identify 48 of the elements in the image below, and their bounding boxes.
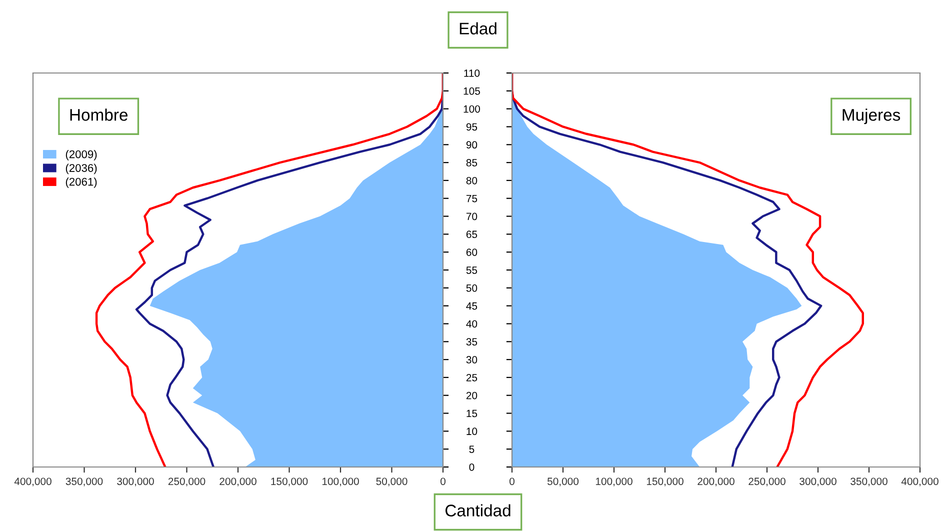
y-tick-label: 55 xyxy=(466,266,478,274)
x-tick-label: 100,000 xyxy=(322,478,359,486)
x-tick-label: 50,000 xyxy=(376,478,408,486)
x-tick-label: 100,000 xyxy=(596,478,632,486)
x-tick-label: 350,000 xyxy=(850,478,888,486)
y-tick-label: 100 xyxy=(464,105,480,113)
x-tick-label: 250,000 xyxy=(748,478,786,486)
x-tick-label: 0 xyxy=(440,478,446,486)
x-tick-label: 400,000 xyxy=(901,478,938,486)
x-tick-label: 50,000 xyxy=(547,478,579,486)
x-tick-label: 0 xyxy=(510,478,514,486)
x-tick-label: 150,000 xyxy=(271,478,308,486)
y-tick-label: 110 xyxy=(464,70,480,77)
y-tick-label: 75 xyxy=(466,194,478,202)
y-tick-label: 95 xyxy=(466,123,478,131)
y-tick-label: 0 xyxy=(469,464,474,471)
y-tick-label: 50 xyxy=(466,284,478,292)
x-tick-label: 400,000 xyxy=(14,478,52,486)
y-tick-label: 20 xyxy=(466,392,478,400)
y-tick-label: 70 xyxy=(466,212,478,220)
x-tick-label: 150,000 xyxy=(646,478,684,486)
y-tick-label: 5 xyxy=(469,446,474,453)
y-tick-label: 40 xyxy=(466,320,478,328)
x-tick-label: 200,000 xyxy=(698,478,734,486)
x-tick-label: 300,000 xyxy=(117,478,154,486)
text: Mujeres xyxy=(842,108,900,124)
x-tick-label: 350,000 xyxy=(66,478,103,486)
y-tick-label: 85 xyxy=(466,159,478,166)
y-tick-label: 90 xyxy=(466,141,478,149)
x-axis-title: Cantidad xyxy=(445,504,510,516)
x-tick-label: 250,000 xyxy=(168,478,206,486)
y-tick-label: 45 xyxy=(466,302,478,310)
y-tick-label: 15 xyxy=(466,410,478,418)
y-tick-label: 105 xyxy=(464,87,480,95)
legend-label: (2036) xyxy=(66,164,97,174)
y-tick-label: 80 xyxy=(466,176,478,184)
x-tick-label: 200,000 xyxy=(220,478,256,486)
y-tick-label: 25 xyxy=(466,374,478,382)
y-tick-label: 65 xyxy=(466,230,478,238)
legend-label: (2061) xyxy=(66,178,97,188)
text: Hombre xyxy=(70,108,128,121)
x-tick-label: 300,000 xyxy=(800,478,836,486)
y-tick-label: 60 xyxy=(466,248,478,256)
legend-label: (2009) xyxy=(66,150,97,160)
y-axis-title: Edad xyxy=(460,22,496,34)
y-tick-label: 30 xyxy=(466,356,478,364)
y-tick-label: 10 xyxy=(466,428,478,436)
y-tick-label: 35 xyxy=(466,338,478,346)
